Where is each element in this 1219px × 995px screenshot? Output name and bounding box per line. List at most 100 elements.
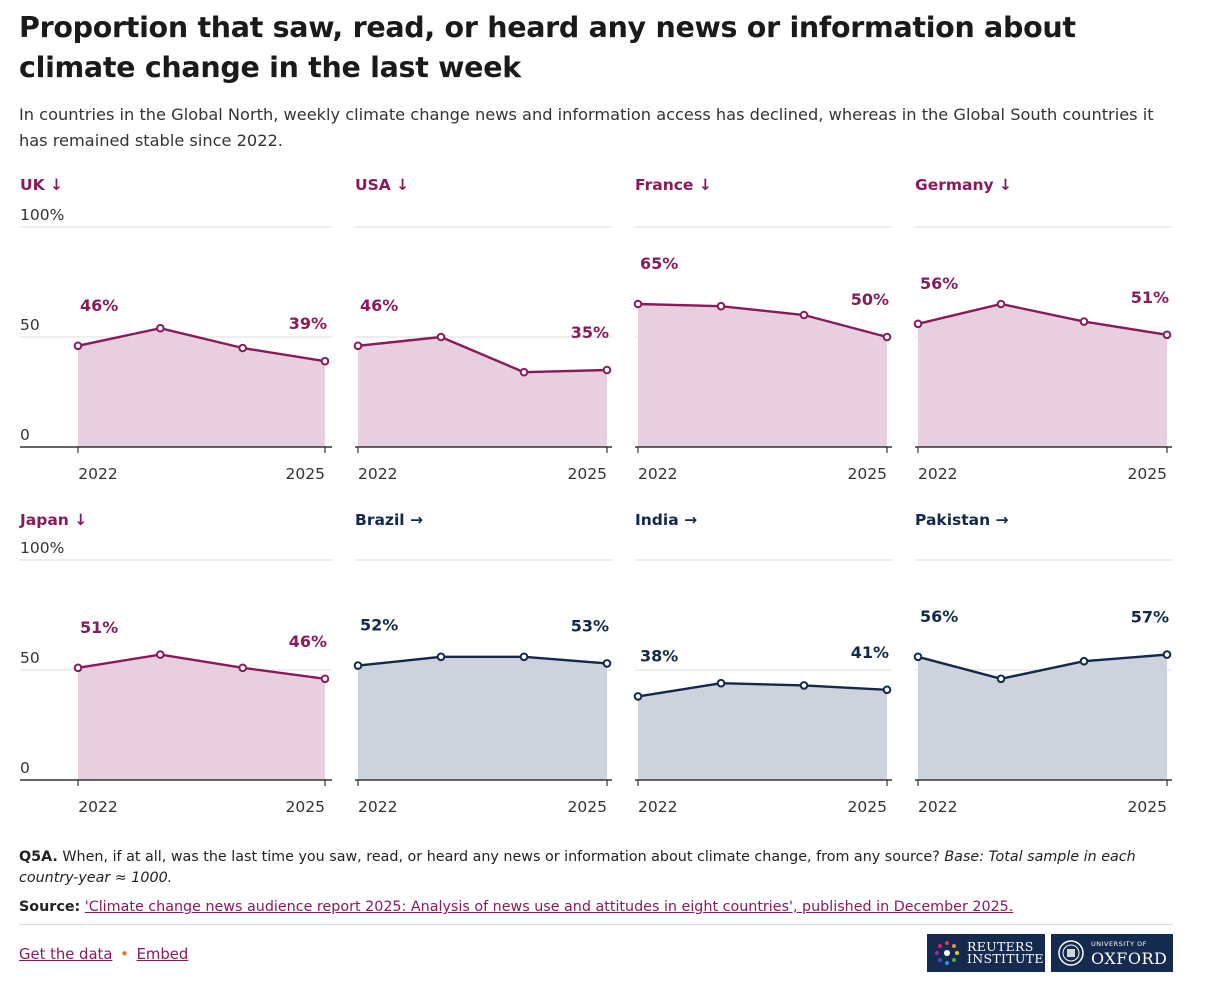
- y-label-0-japan: 0: [20, 759, 30, 777]
- source-link[interactable]: 'Climate change news audience report 202…: [84, 899, 1014, 915]
- embed-link[interactable]: Embed: [136, 946, 189, 963]
- x-label-last-uk: 2025: [286, 465, 325, 483]
- point-usa-2022: [353, 341, 363, 351]
- area-uk: [78, 328, 325, 447]
- y-label-0-uk: 0: [20, 426, 30, 444]
- point-brazil-2025: [602, 659, 612, 668]
- point-usa-2025: [602, 365, 612, 375]
- chart-title: Proportion that saw, read, or heard any …: [19, 11, 1076, 84]
- reuters-line-1: REUTERS: [967, 939, 1034, 954]
- line-france: [637, 302, 888, 339]
- value-label-brazil-first: 52%: [360, 616, 398, 635]
- oxford-logo[interactable]: UNIVERSITY OF OXFORD: [1051, 934, 1173, 972]
- value-label-pakistan-first: 56%: [920, 607, 958, 626]
- x-label-last-germany: 2025: [1128, 465, 1167, 483]
- oxford-small-text: UNIVERSITY OF: [1091, 940, 1148, 948]
- point-india-2023: [716, 678, 726, 688]
- chart-subtitle: In countries in the Global North, weekly…: [19, 105, 1154, 150]
- area-india: [638, 683, 887, 780]
- point-pakistan-2023: [996, 674, 1006, 684]
- point-india-2025: [882, 685, 892, 695]
- area-brazil: [358, 656, 607, 780]
- x-label-first-usa: 2022: [358, 465, 397, 483]
- value-label-usa-first: 46%: [360, 296, 398, 315]
- point-india-2024: [799, 681, 809, 690]
- panel-title-uk: UK ↓: [20, 176, 63, 194]
- value-label-germany-last: 51%: [1131, 288, 1169, 307]
- x-label-first-france: 2022: [638, 465, 677, 483]
- x-label-first-japan: 2022: [78, 798, 117, 816]
- link-separator: •: [120, 946, 129, 963]
- value-label-france-first: 65%: [640, 254, 678, 273]
- value-label-japan-first: 51%: [80, 618, 118, 637]
- x-label-last-pakistan: 2025: [1128, 798, 1167, 816]
- value-label-uk-last: 39%: [289, 314, 327, 333]
- area-germany: [918, 304, 1167, 447]
- point-uk-2024: [238, 343, 247, 353]
- point-brazil-2023: [436, 652, 446, 662]
- point-brazil-2022: [353, 661, 363, 670]
- x-label-first-pakistan: 2022: [918, 798, 957, 816]
- line-usa: [357, 335, 608, 374]
- panel-title-brazil: Brazil →: [355, 511, 423, 529]
- question-code: Q5A.: [19, 849, 58, 865]
- point-france-2024: [799, 310, 809, 320]
- y-label-100-japan: 100%: [20, 539, 64, 557]
- panel-title-india: India →: [635, 511, 697, 529]
- y-label-50-japan: 50: [20, 649, 40, 667]
- area-france: [638, 304, 887, 447]
- reuters-line-2: INSTITUTE: [967, 951, 1044, 966]
- get-data-link[interactable]: Get the data: [19, 946, 113, 963]
- point-usa-2023: [436, 332, 446, 342]
- point-pakistan-2022: [913, 652, 923, 662]
- point-germany-2024: [1079, 317, 1089, 326]
- panel-title-pakistan: Pakistan →: [915, 511, 1009, 529]
- value-label-japan-last: 46%: [289, 632, 327, 651]
- line-japan: [77, 653, 326, 680]
- point-germany-2025: [1162, 330, 1172, 340]
- point-japan-2024: [238, 663, 247, 673]
- oxford-crest-icon: [1058, 940, 1084, 966]
- point-germany-2022: [913, 319, 923, 329]
- x-label-first-brazil: 2022: [358, 798, 397, 816]
- value-label-brazil-last: 53%: [571, 616, 609, 635]
- source-label: Source:: [19, 899, 81, 915]
- value-label-france-last: 50%: [851, 290, 889, 309]
- line-india: [637, 681, 888, 698]
- line-pakistan: [917, 653, 1168, 681]
- point-pakistan-2024: [1079, 656, 1089, 666]
- x-label-last-brazil: 2025: [568, 798, 607, 816]
- point-uk-2025: [320, 356, 330, 366]
- panel-title-france: France ↓: [635, 176, 712, 194]
- line-germany: [917, 302, 1168, 336]
- value-label-germany-first: 56%: [920, 274, 958, 293]
- line-uk: [77, 326, 326, 363]
- footer-links: Get the data • Embed: [19, 946, 188, 963]
- line-brazil: [357, 655, 608, 667]
- value-label-pakistan-last: 57%: [1131, 608, 1169, 627]
- x-label-first-india: 2022: [638, 798, 677, 816]
- value-label-india-last: 41%: [851, 643, 889, 662]
- value-label-india-first: 38%: [640, 646, 678, 665]
- x-label-first-germany: 2022: [918, 465, 957, 483]
- base-note: Base: Total sample in each country-year …: [19, 849, 1136, 886]
- reuters-wordmark: REUTERS INSTITUTE: [967, 939, 1044, 966]
- panel-title-japan: Japan ↓: [19, 511, 87, 529]
- point-japan-2023: [156, 650, 165, 659]
- point-pakistan-2025: [1162, 650, 1172, 659]
- footnote: Q5A. When, if at all, was the last time …: [19, 847, 1169, 889]
- point-japan-2025: [320, 674, 330, 684]
- value-label-uk-first: 46%: [80, 296, 118, 315]
- small-multiples-chart: UK ↓ 46% 39% 2022 2025 100% 50 0 USA ↓ 46% 35% 2022…: [19, 176, 1172, 816]
- x-label-last-france: 2025: [848, 465, 887, 483]
- point-japan-2022: [73, 663, 83, 673]
- area-usa: [358, 337, 607, 447]
- y-label-100-uk: 100%: [20, 206, 64, 224]
- point-uk-2022: [73, 341, 83, 351]
- reuters-institute-logo[interactable]: REUTERS INSTITUTE: [927, 934, 1045, 972]
- panel-title-germany: Germany ↓: [915, 176, 1012, 194]
- point-germany-2023: [996, 299, 1006, 309]
- question-text: When, if at all, was the last time you s…: [57, 849, 945, 865]
- point-uk-2023: [156, 323, 165, 333]
- point-france-2025: [882, 332, 892, 342]
